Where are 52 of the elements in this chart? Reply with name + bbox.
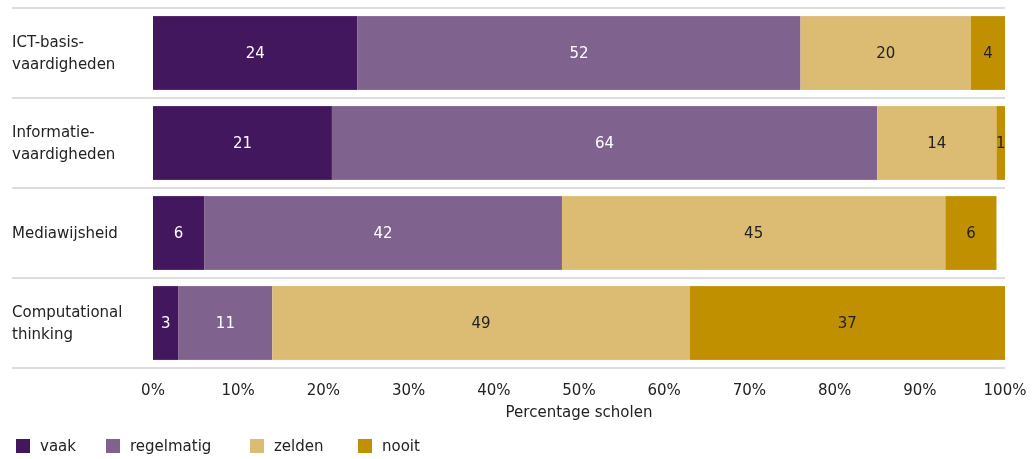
y-tick-label: Informatie- vaardigheden [12,123,116,164]
bar [272,286,690,360]
x-tick-label: 10% [221,381,255,400]
bar [178,286,273,360]
data-label: 52 [569,44,589,63]
x-tick-label: 40% [477,381,511,400]
bar [800,16,971,90]
y-tick-label: Mediawijsheid [12,224,118,243]
y-tick-label: ICT-basis- vaardigheden [12,33,116,74]
data-label: 45 [744,224,764,243]
data-label: 3 [161,314,171,333]
bar [357,16,801,90]
bar [877,106,997,180]
bar [970,16,1005,90]
x-tick-label: 20% [306,381,341,400]
x-tick-label: 50% [562,381,596,400]
legend-label: zelden [274,437,324,456]
data-label: 1 [995,134,1006,153]
x-tick-label: 60% [647,381,681,400]
x-tick-label: 30% [391,381,426,400]
y-tick-label: Computational thinking [12,303,123,344]
bar [945,196,997,270]
bar [204,196,562,270]
x-tick-label: 0% [141,381,165,400]
data-label: 4 [983,44,993,63]
bar [153,106,332,180]
data-label: 37 [837,314,857,333]
data-label: 24 [245,44,265,63]
x-axis-title: Percentage scholen [505,403,653,422]
x-tick-label: 70% [732,381,767,400]
bar [331,106,878,180]
data-label: 6 [173,224,184,243]
legend-label: vaak [40,437,77,456]
legend-label: nooit [382,437,421,456]
bar [153,286,179,360]
legend-label: regelmatig [130,437,212,456]
data-label: 20 [876,44,896,63]
bar [153,196,205,270]
data-label: 21 [232,134,253,153]
data-label: 11 [215,314,235,333]
bar [561,196,946,270]
data-label: 14 [927,134,947,153]
data-label: 6 [966,224,976,243]
bar [153,16,358,90]
data-label: 42 [373,224,393,243]
data-label: 64 [595,134,615,153]
x-tick-label: 80% [817,381,852,400]
x-tick-label: 90% [903,381,937,400]
x-tick-label: 100% [983,381,1027,400]
bar [996,106,1005,180]
bar [689,286,1005,360]
data-label: 49 [471,314,491,333]
